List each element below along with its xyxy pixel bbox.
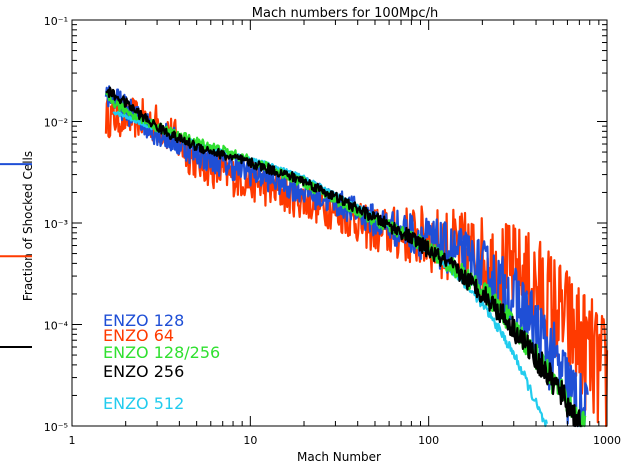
y-tick-label: 10⁻²	[44, 117, 68, 130]
legend-entry-enzo-512: ENZO 512	[103, 394, 184, 413]
x-tick-label: 1000	[593, 434, 621, 447]
series-layer	[104, 85, 609, 428]
chart-title: Mach numbers for 100Mpc/h	[252, 6, 438, 21]
axis-ticks: 1 10 100 1000 10⁻⁵ 10⁻⁴ 10⁻³ 10⁻² 10⁻¹	[44, 15, 621, 447]
side-markers	[0, 163, 32, 349]
x-tick-label: 100	[418, 434, 439, 447]
y-tick-label: 10⁻⁵	[44, 421, 68, 434]
y-axis-label: Fraction of Shocked Cells	[21, 151, 35, 301]
legend-entry-enzo-256: ENZO 256	[103, 362, 184, 381]
y-tick-label: 10⁻³	[44, 218, 68, 231]
y-tick-label: 10⁻¹	[44, 15, 68, 28]
legend-entry-enzo-128-256: ENZO 128/256	[103, 343, 220, 362]
y-tick-label: 10⁻⁴	[44, 320, 69, 333]
x-tick-label: 10	[243, 434, 257, 447]
legend-entry-enzo-64: ENZO 64	[103, 326, 174, 345]
x-tick-label: 1	[69, 434, 76, 447]
legend-entry-enzo-128: ENZO 128	[103, 311, 184, 330]
series-line-enzo-256	[105, 86, 582, 428]
series-line-enzo-128-256	[104, 92, 587, 428]
x-axis-label: Mach Number	[297, 450, 381, 464]
